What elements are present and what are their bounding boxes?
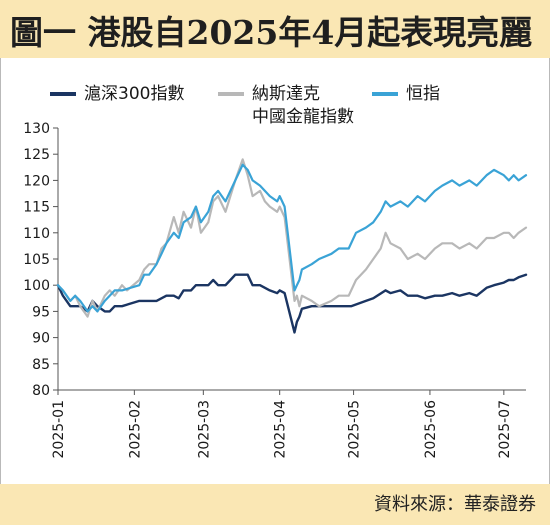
axes: 80 85 90 95 100 105 110 115 120 125 130 2025-01 2025… — [23, 121, 526, 459]
y-tick-label: 125 — [23, 147, 50, 163]
y-tick-label: 110 — [23, 226, 50, 242]
y-tick-label: 130 — [23, 121, 50, 137]
title-bar: 圖一 港股自2025年4月起表現亮麗 — [0, 0, 550, 58]
legend-label-2: 納斯達克 — [252, 84, 320, 104]
legend-label-1: 滬深300指數 — [84, 84, 184, 104]
x-tick-label: 2025-04 — [273, 400, 289, 459]
x-tick-label: 2025-02 — [127, 400, 143, 459]
y-tick-label: 90 — [32, 331, 50, 347]
x-tick-label: 2025-07 — [497, 400, 513, 459]
y-tick-label: 95 — [32, 304, 50, 320]
series-layer — [56, 158, 528, 334]
source-bar: 資料來源：華泰證券 — [0, 484, 550, 525]
y-tick-label: 85 — [32, 357, 50, 373]
legend-label-3: 恒指 — [406, 84, 440, 104]
x-tick-label: 2025-06 — [423, 400, 439, 459]
source-note: 資料來源：華泰證券 — [374, 494, 536, 515]
y-tick-label: 115 — [23, 200, 50, 216]
y-tick-label: 100 — [23, 278, 50, 294]
x-tick-label: 2025-05 — [347, 400, 363, 459]
x-tick-label: 2025-01 — [51, 400, 67, 459]
x-tick-label: 2025-03 — [196, 400, 212, 459]
legend-label-2-line2: 中國金龍指數 — [252, 107, 354, 127]
y-tick-label: 105 — [23, 252, 50, 268]
figure-title: 圖一 港股自2025年4月起表現亮麗 — [10, 13, 533, 52]
series-line-1 — [56, 273, 528, 334]
y-tick-label: 80 — [32, 383, 50, 399]
series-line-3 — [56, 163, 528, 313]
y-tick-label: 120 — [23, 173, 50, 189]
